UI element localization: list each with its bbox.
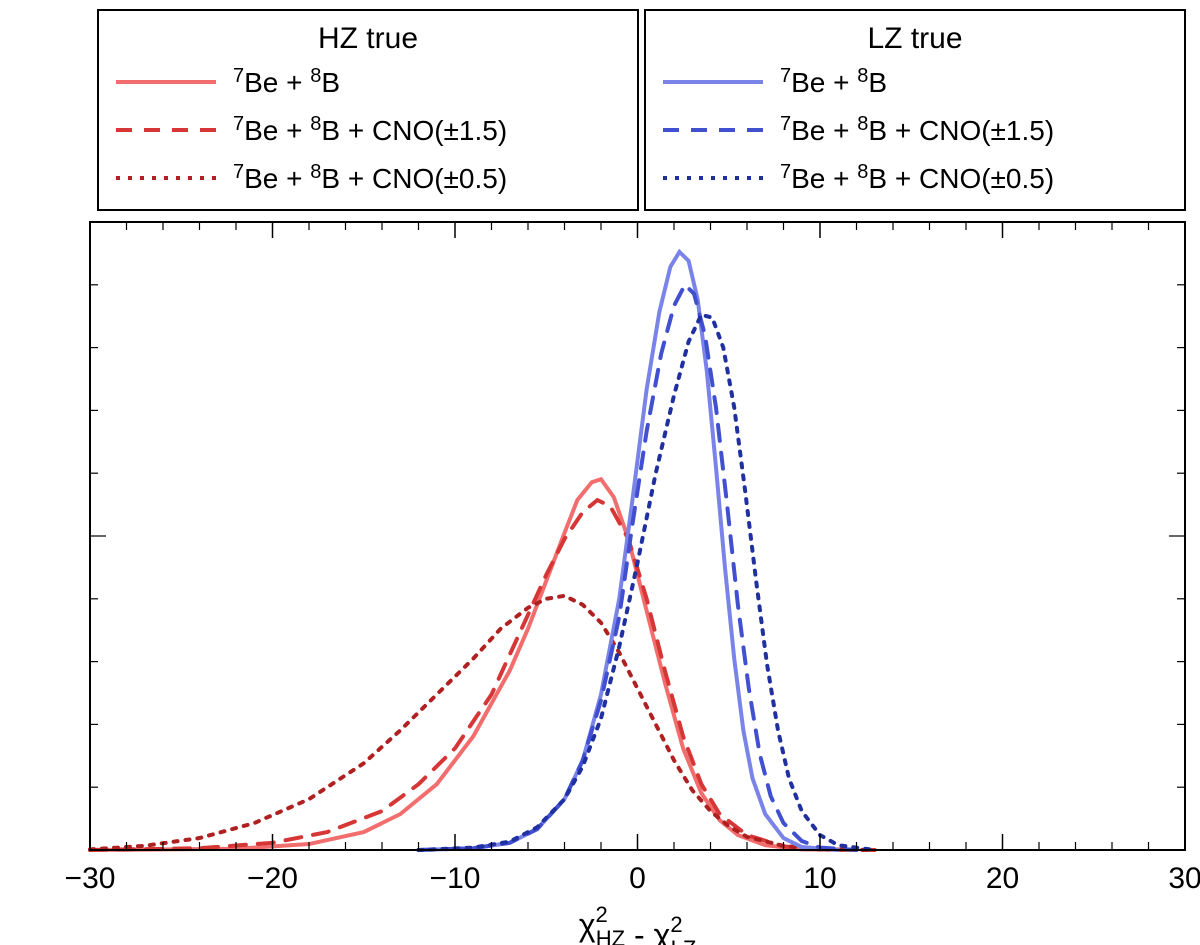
x-tick-label: 30	[1168, 862, 1200, 895]
x-tick-label: 0	[629, 862, 646, 895]
chart-container: −30−20−100102030χ2HZ - χ2LZHZ true7Be + …	[0, 0, 1200, 945]
distribution-chart: −30−20−100102030χ2HZ - χ2LZHZ true7Be + …	[0, 0, 1200, 945]
legend-label: 7Be + 8B	[233, 65, 340, 98]
x-tick-label: −10	[430, 862, 481, 895]
legend-label: 7Be + 8B	[780, 65, 887, 98]
x-tick-label: 20	[986, 862, 1019, 895]
legend-title: LZ true	[867, 22, 962, 55]
legend-label: 7Be + 8B + CNO(±1.5)	[780, 113, 1054, 146]
legend-label: 7Be + 8B + CNO(±0.5)	[233, 161, 507, 194]
x-tick-label: −20	[247, 862, 298, 895]
x-tick-label: −30	[65, 862, 116, 895]
legend-label: 7Be + 8B + CNO(±1.5)	[233, 113, 507, 146]
legend-label: 7Be + 8B + CNO(±0.5)	[780, 161, 1054, 194]
x-tick-label: 10	[803, 862, 836, 895]
legend-title: HZ true	[318, 22, 418, 55]
